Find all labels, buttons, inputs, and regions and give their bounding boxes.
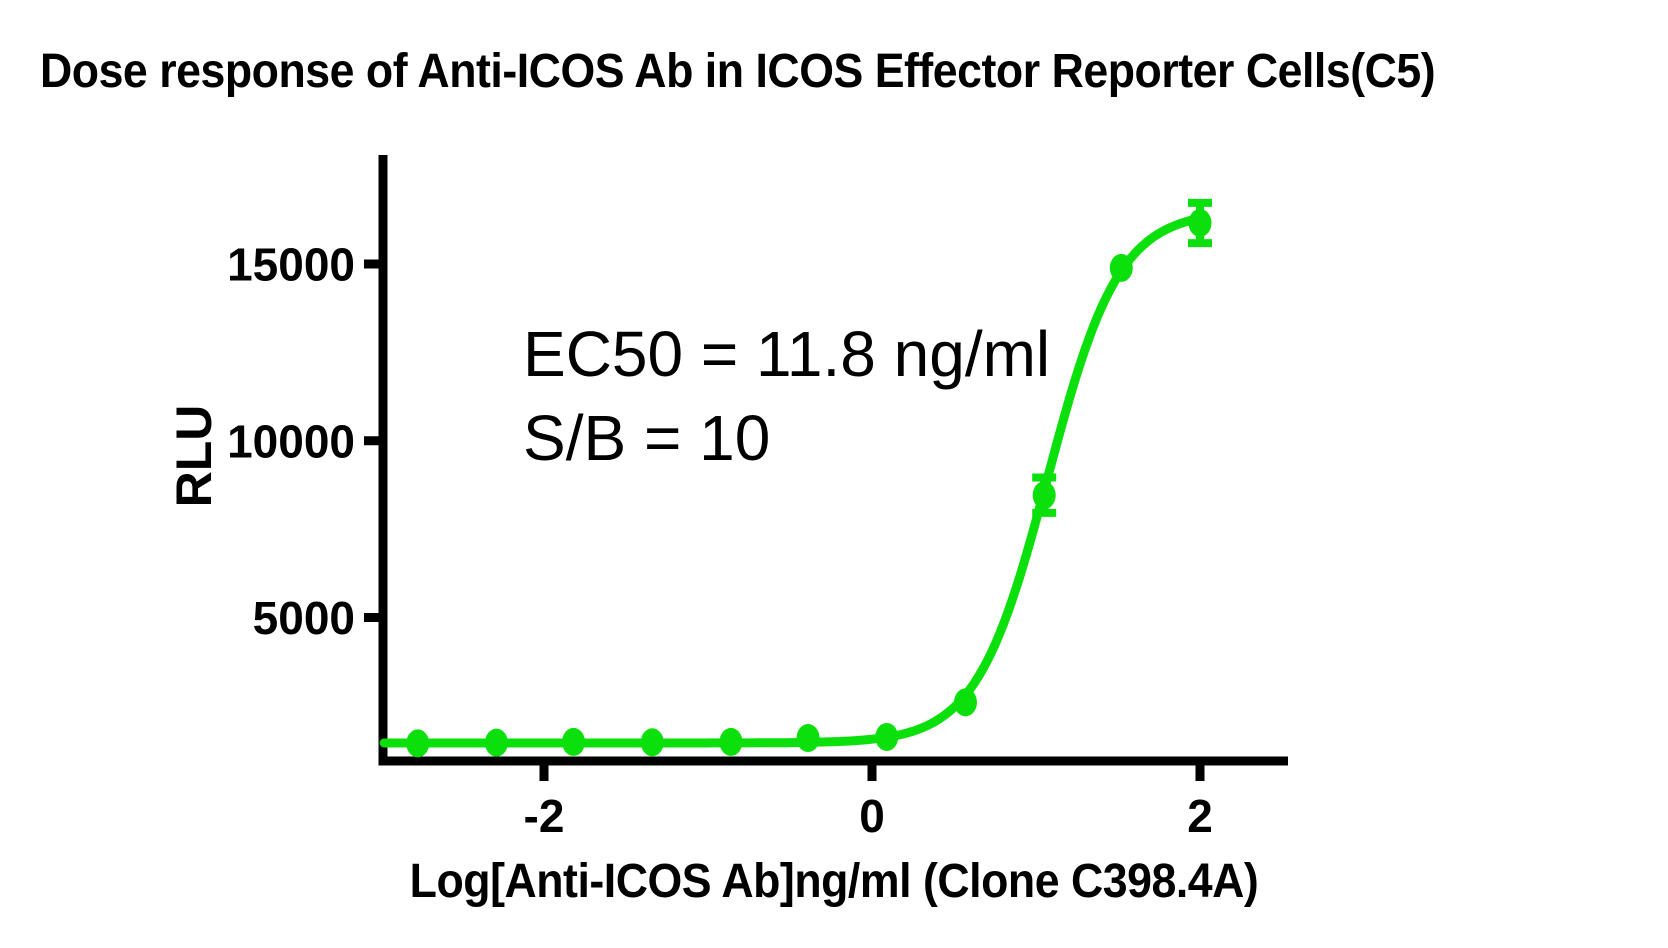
data-point bbox=[719, 727, 743, 756]
x-tick-label: 2 bbox=[1187, 790, 1213, 842]
fit-annotation: EC50 = 11.8 ng/ml S/B = 10 bbox=[523, 312, 1050, 480]
data-point bbox=[562, 727, 586, 756]
data-point bbox=[1032, 481, 1056, 510]
data-point bbox=[484, 728, 508, 757]
data-point bbox=[875, 722, 899, 751]
ec50-text: EC50 = 11.8 ng/ml bbox=[523, 318, 1051, 390]
x-axis-label: Log[Anti-ICOS Ab]ng/ml (Clone C398.4A) bbox=[409, 855, 1259, 908]
y-tick-label: 5000 bbox=[253, 592, 355, 644]
data-point bbox=[1188, 208, 1212, 237]
data-point bbox=[1109, 253, 1133, 282]
x-tick-label: -2 bbox=[524, 790, 565, 842]
fit-curve bbox=[379, 213, 1205, 748]
signal-to-background-text: S/B = 10 bbox=[523, 402, 771, 474]
chart-title: Dose response of Anti-ICOS Ab in ICOS Ef… bbox=[40, 45, 1436, 98]
data-point bbox=[640, 728, 664, 757]
data-point bbox=[953, 688, 977, 717]
data-point bbox=[796, 724, 820, 753]
y-tick-label: 15000 bbox=[227, 239, 355, 291]
x-tick-label: 0 bbox=[859, 790, 885, 842]
y-tick-label: 10000 bbox=[227, 415, 355, 467]
data-point bbox=[406, 729, 430, 758]
